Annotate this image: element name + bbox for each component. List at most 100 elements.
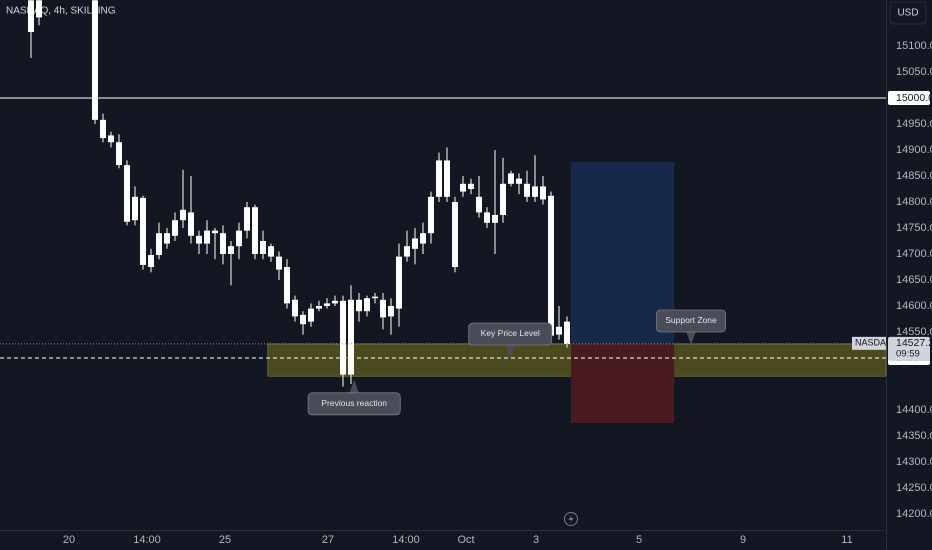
callout-pointer [349, 379, 360, 394]
candle-body [564, 321, 570, 344]
candle-body [508, 173, 514, 184]
candle-body [412, 238, 418, 249]
candle-body [476, 196, 482, 213]
candle-body [340, 300, 346, 375]
candle-body [524, 183, 530, 197]
candle-body [420, 233, 426, 244]
candle-body [172, 220, 178, 236]
chart-title: NASDAQ, 4h, SKILLING [6, 6, 116, 17]
candle-body [540, 186, 546, 200]
callout-pointer [505, 343, 516, 358]
x-tick-label: 25 [219, 534, 231, 546]
candle-body [492, 215, 498, 223]
candle-body [252, 207, 258, 255]
y-tick-label: 14750.0 [896, 222, 932, 234]
candle-body [292, 299, 298, 317]
callout-box [656, 309, 727, 333]
price-label: 14527.2 [896, 337, 932, 349]
callout-box [468, 322, 553, 346]
candle-body [404, 246, 410, 257]
x-tick-label: 14:00 [133, 534, 161, 546]
callout-text: Key Price Level [481, 328, 540, 338]
candle-body [380, 299, 386, 318]
candle-body [388, 305, 394, 317]
y-tick-label: 14250.0 [896, 482, 932, 494]
candle-body [308, 308, 314, 322]
candle-body [260, 241, 266, 255]
candle-body [276, 256, 282, 270]
candle-body [356, 299, 362, 312]
candle-body [228, 246, 234, 255]
replay-icon-bolt [568, 514, 574, 524]
callout: Support Zone [656, 309, 727, 345]
x-tick-label: 27 [322, 534, 334, 546]
candle-body [556, 326, 562, 335]
candle-body [188, 212, 194, 236]
callout-text: Support Zone [665, 315, 717, 325]
x-tick-label: 5 [636, 534, 642, 546]
candle-body [36, 0, 42, 18]
candle-body [140, 197, 146, 265]
callout: Key Price Level [468, 322, 553, 358]
y-tick-label: 14300.0 [896, 456, 932, 468]
candle-body [452, 202, 458, 268]
candle-body [372, 296, 378, 299]
y-tick-label: 14700.0 [896, 248, 932, 260]
candle-body [92, 0, 98, 120]
symbol-box [852, 336, 886, 350]
candle-body [428, 196, 434, 234]
level-label: 15000.0 [896, 92, 932, 104]
candle-body [436, 160, 442, 197]
candle-body [532, 186, 538, 197]
symbol-label: NASDAQ [855, 338, 893, 348]
candle-body [284, 267, 290, 304]
countdown-label: 09:59 [896, 348, 920, 359]
candle-body [164, 233, 170, 244]
candle-body [348, 299, 354, 375]
candle-body [484, 212, 490, 223]
candle-body [516, 178, 522, 184]
candle-body [212, 230, 218, 234]
candle-body [100, 119, 106, 139]
candle-body [460, 183, 466, 192]
candle-body [156, 233, 162, 256]
y-tick-label: 14400.0 [896, 404, 932, 416]
candle-body [444, 160, 450, 197]
candle-body [364, 298, 370, 312]
position-stop [571, 343, 675, 423]
plot-area [28, 0, 887, 423]
price-box [888, 336, 930, 361]
currency-box[interactable] [889, 1, 927, 25]
y-tick-label: 14200.0 [896, 508, 932, 520]
candle-body [108, 135, 114, 143]
y-tick-label: 14850.0 [896, 170, 932, 182]
y-tick-label: 15100.0 [896, 40, 932, 52]
level-label-box [888, 91, 930, 106]
candle-body [28, 0, 34, 32]
x-tick-label: 20 [63, 534, 75, 546]
candle-body [468, 183, 474, 190]
currency: USD [897, 8, 918, 19]
y-tick-label: 14900.0 [896, 144, 932, 156]
y-tick-label: 14650.0 [896, 274, 932, 286]
candle-body [180, 209, 186, 221]
callout: Previous reaction [307, 379, 401, 416]
candle-body [148, 255, 154, 268]
candle-body [236, 230, 242, 247]
x-tick-label: 14:00 [392, 534, 420, 546]
candle-body [500, 183, 506, 216]
replay-icon[interactable] [564, 512, 578, 526]
y-tick-label: 15050.0 [896, 66, 932, 78]
candle-body [132, 196, 138, 221]
y-tick-label: 14950.0 [896, 118, 932, 130]
y-tick-label: 14800.0 [896, 196, 932, 208]
y-tick-label: 14550.0 [896, 326, 932, 338]
candle-body [124, 165, 130, 222]
x-tick-label: 3 [533, 534, 539, 546]
candle-body [396, 256, 402, 309]
candle-body [316, 305, 322, 309]
x-tick-label: 11 [841, 534, 852, 546]
